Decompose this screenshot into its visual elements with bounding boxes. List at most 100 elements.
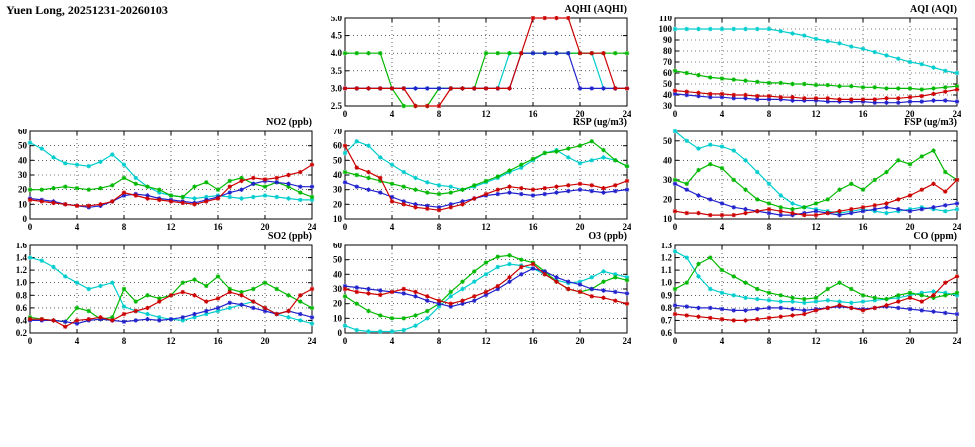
svg-text:20: 20 [576,222,586,232]
svg-text:8: 8 [767,336,772,346]
fsp-chart: FSP (ug/m3) 10 20 30 40 50 0 4 8 12 16 20 24 [649,117,961,233]
svg-text:0.8: 0.8 [16,290,28,300]
svg-text:1.6: 1.6 [16,243,28,250]
svg-text:20: 20 [906,109,916,119]
svg-text:12: 12 [812,222,822,232]
svg-text:4: 4 [75,222,80,232]
svg-text:50: 50 [663,136,673,146]
co-chart-title: CO (ppm) [913,231,957,242]
aqhi-chart: AQHI (AQHI) 2.5 3.0 3.5 4.0 4.5 5.0 0 4 8 12 16 20 2… [319,4,631,120]
svg-text:1.3: 1.3 [661,243,673,250]
svg-text:20: 20 [906,336,916,346]
svg-text:16: 16 [529,222,539,232]
svg-text:4: 4 [720,109,725,119]
fsp-chart-title: FSP (ug/m3) [903,117,957,128]
fsp-plot: 10 20 30 40 50 0 4 8 12 16 20 24 [663,129,962,232]
svg-text:12: 12 [167,336,177,346]
o3-chart: O3 (ppb) 0 10 20 30 40 50 60 0 4 8 12 16 20 24 [319,231,631,347]
svg-text:20: 20 [261,336,271,346]
svg-text:0: 0 [343,336,348,346]
svg-text:20: 20 [18,185,28,195]
svg-text:0.2: 0.2 [16,328,28,338]
svg-text:50: 50 [333,255,343,265]
svg-text:4.5: 4.5 [331,31,343,41]
svg-text:70: 70 [663,57,673,67]
svg-text:0: 0 [673,109,678,119]
svg-text:1.0: 1.0 [16,278,28,288]
svg-text:8: 8 [122,222,127,232]
svg-text:12: 12 [167,222,177,232]
svg-text:12: 12 [482,336,492,346]
svg-text:60: 60 [18,129,28,136]
svg-text:12: 12 [482,222,492,232]
svg-text:16: 16 [859,109,869,119]
svg-text:60: 60 [333,141,343,151]
svg-text:40: 40 [18,155,28,165]
so2-plot: 0.2 0.4 0.6 0.8 1.0 1.2 1.4 1.6 0 4 8 12 16 20 24 [16,243,317,346]
svg-text:16: 16 [214,222,224,232]
svg-text:8: 8 [767,222,772,232]
svg-text:0: 0 [28,336,33,346]
svg-text:4: 4 [390,336,395,346]
svg-text:16: 16 [859,222,869,232]
svg-text:0: 0 [338,328,343,338]
svg-text:0: 0 [23,214,28,224]
svg-text:40: 40 [663,90,673,100]
svg-text:20: 20 [906,222,916,232]
svg-text:50: 50 [663,79,673,89]
svg-text:3.0: 3.0 [331,83,343,93]
svg-text:24: 24 [953,222,962,232]
svg-text:1.1: 1.1 [661,265,673,275]
svg-text:30: 30 [663,101,673,111]
svg-text:20: 20 [333,299,343,309]
svg-text:8: 8 [437,222,442,232]
svg-text:0.8: 0.8 [661,303,673,313]
svg-text:16: 16 [859,336,869,346]
svg-text:8: 8 [767,109,772,119]
svg-text:0: 0 [343,222,348,232]
svg-text:70: 70 [333,129,343,136]
svg-text:8: 8 [122,336,127,346]
svg-text:20: 20 [663,194,673,204]
svg-text:100: 100 [659,24,673,34]
so2-chart-title: SO2 (ppb) [267,231,312,242]
rsp-chart-title: RSP (ug/m3) [572,117,627,128]
svg-text:60: 60 [663,68,673,78]
svg-text:2.5: 2.5 [331,101,343,111]
svg-text:30: 30 [663,175,673,185]
svg-text:1.2: 1.2 [16,265,28,275]
svg-text:16: 16 [529,109,539,119]
svg-text:24: 24 [308,336,317,346]
svg-text:0: 0 [673,222,678,232]
svg-text:50: 50 [333,155,343,165]
svg-text:0: 0 [343,109,348,119]
svg-text:30: 30 [333,284,343,294]
svg-text:10: 10 [18,199,28,209]
svg-text:4: 4 [720,222,725,232]
svg-text:1.0: 1.0 [661,278,673,288]
svg-text:10: 10 [663,214,673,224]
svg-text:30: 30 [333,185,343,195]
o3-chart-title: O3 (ppb) [588,231,627,242]
svg-text:0.6: 0.6 [661,328,673,338]
svg-text:10: 10 [333,313,343,323]
co-chart: CO (ppm) 0.6 0.7 0.8 0.9 1.0 1.1 1.2 1.3 0 4 8 12 16… [649,231,961,347]
aqi-chart: AQI (AQI) 30 40 50 60 70 80 90 100 110 0 4 8 12 16 20 2… [649,4,962,120]
no2-plot: 0 10 20 30 40 50 60 0 4 8 12 16 20 24 [18,129,316,232]
aqhi-chart-title: AQHI (AQHI) [564,4,628,15]
svg-text:16: 16 [214,336,224,346]
svg-text:8: 8 [437,109,442,119]
svg-text:90: 90 [663,35,673,45]
svg-text:20: 20 [576,109,586,119]
svg-text:4: 4 [390,222,395,232]
svg-text:0.7: 0.7 [661,315,673,325]
svg-text:3.5: 3.5 [331,66,343,76]
svg-text:0: 0 [673,336,678,346]
page-title: Yuen Long, 20251231-20260103 [6,3,168,17]
svg-text:110: 110 [659,16,673,23]
svg-text:30: 30 [18,170,28,180]
svg-text:12: 12 [812,109,822,119]
aqi-chart-title: AQI (AQI) [910,4,957,15]
